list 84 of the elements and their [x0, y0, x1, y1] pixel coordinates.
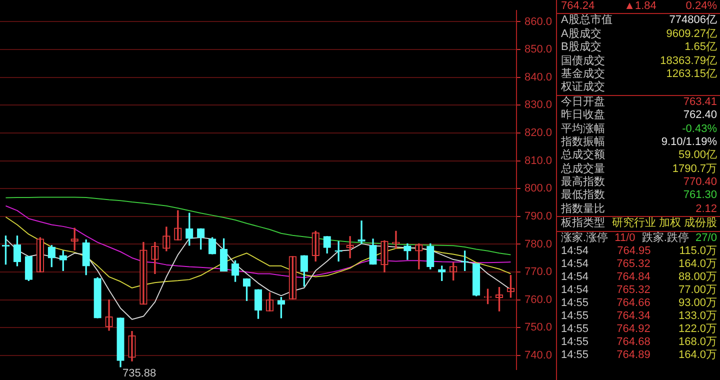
- text: 764.24: [561, 0, 595, 14]
- annotation: 735.88: [122, 368, 156, 380]
- candlestick: [358, 220, 366, 244]
- text: 164.0万: [678, 258, 717, 272]
- text: 14:54: [561, 284, 589, 298]
- text: 122.0万: [678, 323, 717, 336]
- candlestick: [334, 241, 342, 262]
- text: 761.30: [683, 189, 717, 203]
- text: 168.0万: [678, 336, 717, 350]
- text: 115.0万: [679, 245, 717, 258]
- text: 11/0: [614, 232, 636, 246]
- text: 14:55: [561, 323, 589, 336]
- text: 总成交额: [561, 149, 605, 162]
- text: 764.34: [616, 310, 650, 324]
- text: 764.92: [616, 323, 650, 336]
- text: 最低指数: [561, 189, 605, 203]
- text: 总成交量: [561, 162, 605, 176]
- y-tick-label: 810.0: [524, 154, 552, 167]
- text: -0.43%: [682, 122, 717, 136]
- candlestick: [484, 288, 492, 304]
- text: 2.12: [696, 202, 717, 216]
- text: 指数量比: [561, 202, 605, 216]
- text: B股成交: [561, 41, 602, 54]
- text: 93.00万: [678, 297, 717, 310]
- text: 14:55: [561, 297, 589, 310]
- text: 指数振幅: [561, 136, 605, 148]
- text: 昨日收盘: [561, 109, 605, 123]
- text: 764.68: [616, 336, 650, 350]
- text: 涨家.涨停: [561, 232, 608, 246]
- text: 国债成交: [561, 54, 605, 68]
- text: 764.66: [616, 297, 650, 310]
- text: 14:54: [561, 271, 589, 284]
- y-tick-label: 820.0: [524, 127, 552, 140]
- text: 9.10/1.19%: [661, 136, 717, 150]
- y-tick-label: 740.0: [524, 350, 552, 362]
- y-tick-label: 840.0: [524, 71, 552, 84]
- text: 764.84: [616, 271, 650, 284]
- text: 765.32: [616, 284, 650, 298]
- text: 今日开盘: [561, 96, 605, 109]
- text: 764.95: [617, 245, 651, 258]
- text: 14:54: [561, 258, 589, 272]
- text: 基金成交: [561, 68, 605, 80]
- text: 770.40: [683, 176, 717, 190]
- candlestick: [392, 230, 400, 249]
- y-tick-label: 790.0: [524, 210, 552, 222]
- y-tick-label: 780.0: [524, 238, 552, 250]
- text: 跌家.跌停: [642, 232, 689, 246]
- text: 最高指数: [561, 176, 605, 189]
- text: A股成交: [561, 28, 602, 40]
- text: 平均涨幅: [561, 122, 605, 136]
- y-tick-label: 770.0: [524, 266, 552, 278]
- text: 762.40: [683, 109, 717, 123]
- text: 0.24%: [686, 0, 717, 14]
- text: 1263.15亿: [666, 68, 717, 82]
- text: 18363.79亿: [660, 54, 717, 68]
- text: 763.41: [683, 96, 717, 110]
- text: 研究行业 加权 成份股: [612, 217, 717, 231]
- text: ▲1.84: [624, 0, 656, 14]
- text: 14:55: [561, 310, 589, 324]
- y-tick-label: 750.0: [524, 322, 552, 334]
- text: 27/0: [696, 232, 717, 246]
- text: 774806亿: [669, 14, 717, 28]
- text: 88.00万: [678, 271, 717, 284]
- text: 765.32: [616, 258, 650, 272]
- text: 14:55: [561, 336, 589, 350]
- y-tick-label: 850.0: [524, 44, 552, 56]
- y-tick-label: 860.0: [524, 16, 552, 28]
- text: 板指类型: [561, 217, 605, 231]
- text: 77.00万: [678, 284, 717, 298]
- text: 164.0万: [678, 349, 717, 362]
- text: 133.0万: [678, 310, 717, 324]
- text: 764.89: [616, 349, 650, 362]
- text: 9609.27亿: [666, 28, 717, 42]
- text: 权证成交: [561, 81, 605, 95]
- text: 14:54: [561, 245, 589, 258]
- text: 59.00亿: [678, 149, 717, 163]
- text: A股总市值: [561, 14, 612, 28]
- text: 1.65亿: [684, 41, 717, 55]
- y-tick-label: 760.0: [524, 294, 552, 306]
- text: 14:55: [561, 349, 589, 362]
- candlestick: [438, 266, 446, 282]
- text: 1790.7万: [672, 162, 717, 176]
- y-tick-label: 830.0: [524, 99, 552, 112]
- y-tick-label: 800.0: [524, 182, 552, 195]
